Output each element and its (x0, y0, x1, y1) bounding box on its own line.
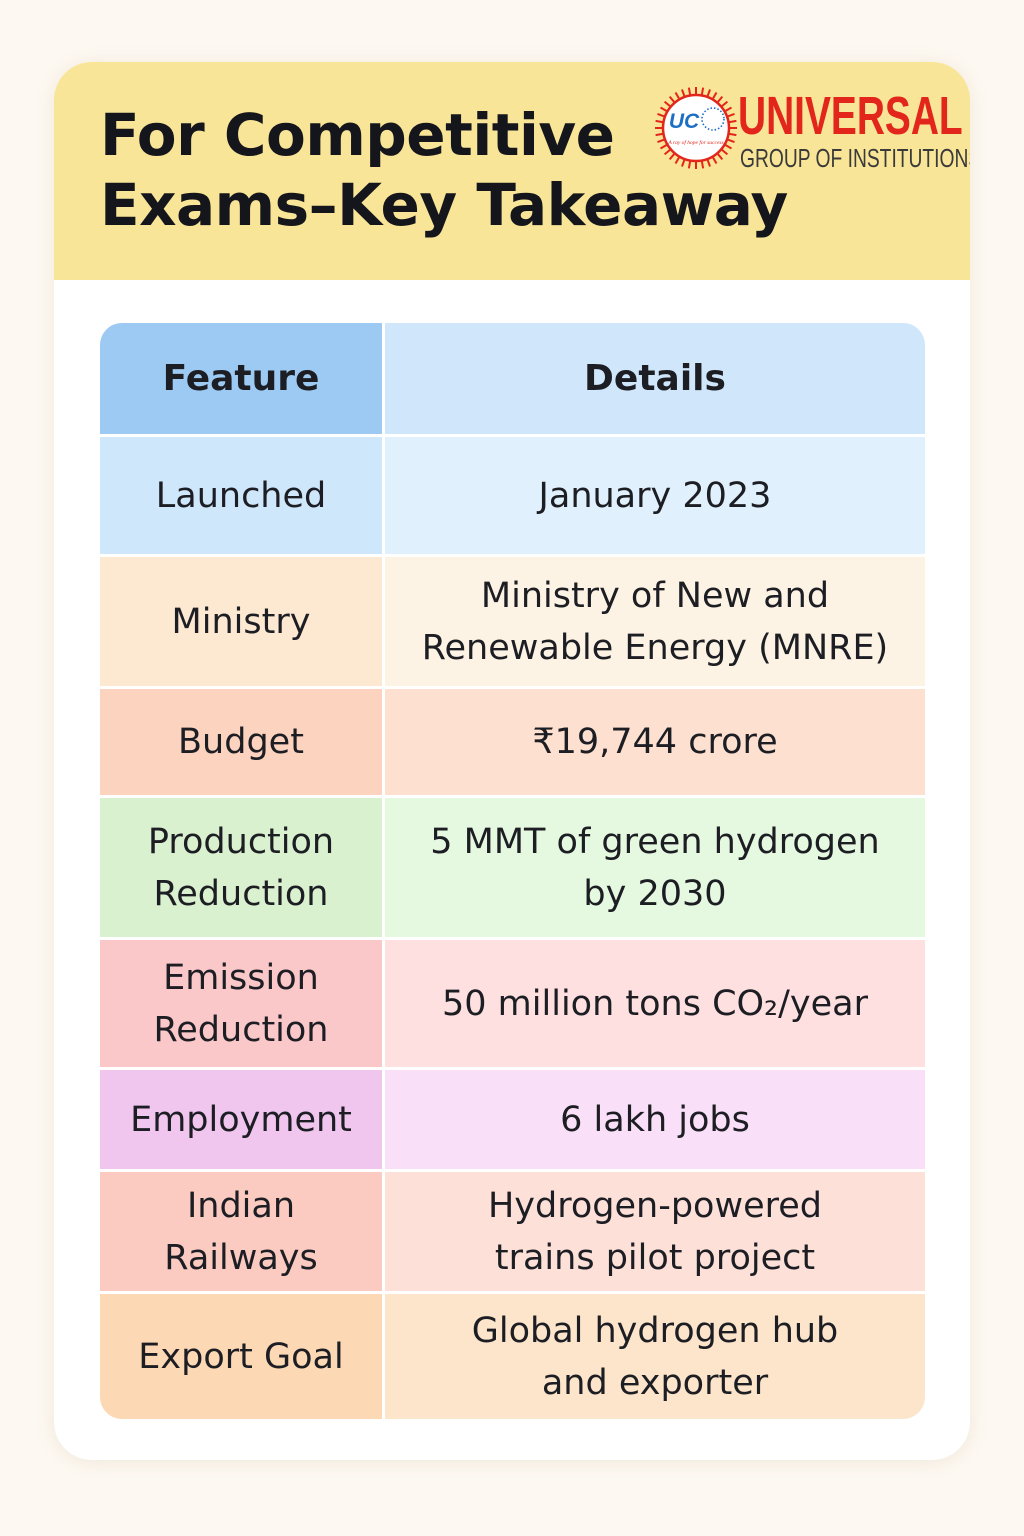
details-text-line: Renewable Energy (MNRE) (421, 627, 889, 668)
feature-cell: Export Goal (100, 1294, 385, 1419)
feature-cell: Indian Railways (100, 1172, 385, 1291)
details-text-line: 5 MMT of green hydrogen (430, 821, 880, 862)
title-line-1: For Competitive (100, 101, 615, 169)
universal-logo: UC A ray of hope for success UNIVERSAL G… (654, 86, 970, 178)
table-row: Ministry Ministry of New and Renewable Ene… (100, 557, 925, 689)
table-row: Budget ₹19,744 crore (100, 689, 925, 798)
details-cell: January 2023 (385, 437, 925, 554)
details-cell: 6 lakh jobs (385, 1070, 925, 1169)
table-row: Export Goal Global hydrogen hub and export… (100, 1294, 925, 1419)
universal-logo-emblem-icon: UC A ray of hope for success (655, 87, 737, 169)
feature-cell: Launched (100, 437, 385, 554)
details-text-line: trains pilot project (494, 1237, 816, 1278)
feature-column-header: Feature (100, 323, 385, 434)
details-text-line: ₹19,744 crore (532, 722, 778, 762)
feature-text-line: Reduction (153, 1009, 329, 1050)
feature-text-line: Budget (178, 722, 304, 762)
table-header-row: Feature Details (100, 323, 925, 437)
details-cell: 5 MMT of green hydrogen by 2030 (385, 798, 925, 937)
details-cell: Hydrogen-powered trains pilot project (385, 1172, 925, 1291)
header-banner: For Competitive Exams–Key Takeaway UC A … (54, 62, 970, 280)
feature-text-line: Export Goal (138, 1336, 344, 1377)
details-text-line: 6 lakh jobs (560, 1099, 750, 1140)
details-text-line: 50 million tons CO₂/year (442, 983, 868, 1024)
feature-text-line: Employment (130, 1099, 352, 1140)
details-cell: 50 million tons CO₂/year (385, 940, 925, 1067)
title-line-2: Exams–Key Takeaway (100, 171, 788, 239)
details-cell: ₹19,744 crore (385, 689, 925, 795)
logo-subtitle: GROUP OF INSTITUTIONS (740, 143, 970, 173)
feature-text-line: Emission (163, 957, 319, 998)
logo-name: UNIVERSAL (738, 86, 963, 146)
table-row: Indian Railways Hydrogen-powered trains pi… (100, 1172, 925, 1294)
table-row: Employment 6 lakh jobs (100, 1070, 925, 1172)
details-column-header: Details (385, 323, 925, 434)
details-text-line: and exporter (541, 1362, 769, 1403)
table-row: Emission Reduction 50 million tons CO₂/yea… (100, 940, 925, 1070)
svg-text:UC: UC (669, 110, 700, 133)
table-row: Production Reduction 5 MMT of green hydrog… (100, 798, 925, 940)
page-title: For Competitive Exams–Key Takeaway (100, 100, 788, 240)
feature-cell: Production Reduction (100, 798, 385, 937)
svg-text:A ray of hope for success: A ray of hope for success (667, 139, 723, 146)
key-takeaway-table: Feature Details Launched January 2023 Mini… (100, 323, 925, 1419)
table-body: Launched January 2023 Ministry Ministry of … (100, 437, 925, 1419)
details-cell: Global hydrogen hub and exporter (385, 1294, 925, 1419)
feature-text-line: Production (147, 821, 335, 862)
table-row: Launched January 2023 (100, 437, 925, 557)
details-cell: Ministry of New and Renewable Energy (MNR… (385, 557, 925, 686)
feature-text-line: Launched (155, 475, 327, 516)
details-text-line: by 2030 (583, 873, 727, 914)
details-text-line: Hydrogen-powered (487, 1185, 822, 1226)
feature-cell: Emission Reduction (100, 940, 385, 1067)
feature-text-line: Ministry (171, 601, 311, 642)
feature-cell: Ministry (100, 557, 385, 686)
details-text-line: Global hydrogen hub (471, 1310, 839, 1351)
details-text-line: Ministry of New and (480, 575, 830, 616)
feature-cell: Employment (100, 1070, 385, 1169)
feature-text-line: Reduction (153, 873, 329, 914)
feature-cell: Budget (100, 689, 385, 795)
details-text-line: January 2023 (538, 475, 772, 516)
feature-text-line: Indian Railways (164, 1185, 318, 1278)
